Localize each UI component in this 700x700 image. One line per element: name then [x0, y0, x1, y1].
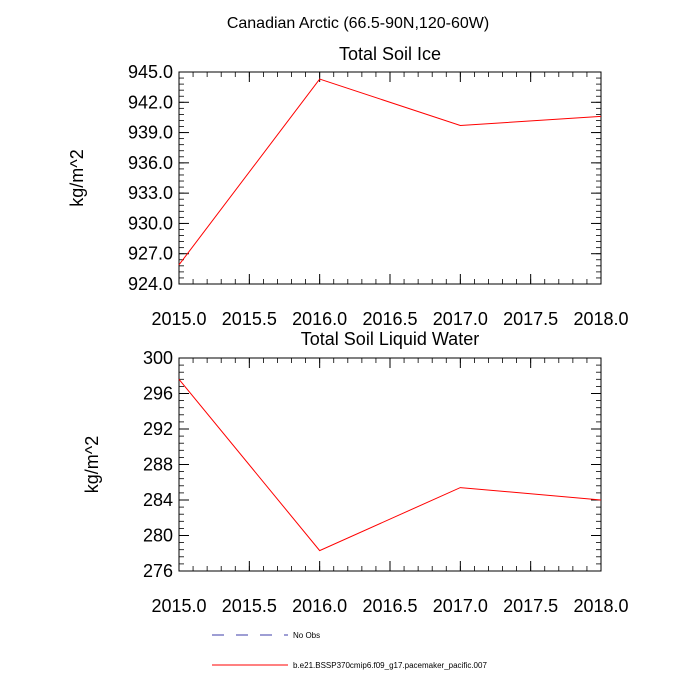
plot-frame: [178, 71, 602, 285]
y-tick-label: 939.0: [128, 123, 173, 143]
panel-1: Total Soil Ice kg/m^2 2015.0 2015.5 2016.0 20…: [67, 44, 629, 329]
figure-title: Canadian Arctic (66.5-90N,120-60W): [227, 15, 489, 32]
legend-label-1: No Obs: [293, 631, 320, 640]
x-tick-label: 2017.0: [433, 596, 488, 616]
plot-frame: [178, 357, 602, 572]
x-tick-label: 2016.5: [362, 596, 417, 616]
plots-group: Total Soil Ice kg/m^2 2015.0 2015.5 2016.0 20…: [67, 44, 629, 616]
x-tick-label: 2017.5: [503, 596, 558, 616]
y-tick-label: 280: [143, 526, 173, 546]
legend: No Obs b.e21.BSSP370cmip6.f09_g17.pacemak…: [212, 631, 487, 670]
y-tick-label: 942.0: [128, 92, 173, 112]
y-tick-label: 288: [143, 455, 173, 475]
y-tick-label: 933.0: [128, 183, 173, 203]
x-tick-label: 2016.0: [292, 596, 347, 616]
y-tick-label: 945.0: [128, 62, 173, 82]
x-tick-label: 2015.5: [222, 309, 277, 329]
chart-title: Total Soil Liquid Water: [301, 329, 479, 349]
chart-title: Total Soil Ice: [339, 44, 441, 64]
y-tick-label: 936.0: [128, 153, 173, 173]
y-tick-label: 927.0: [128, 244, 173, 264]
series-line: [178, 378, 602, 552]
x-tick-label: 2015.5: [222, 596, 277, 616]
panel-2: Total Soil Liquid Water kg/m^2 2015.0 2015.…: [82, 329, 629, 616]
y-tick-label: 300: [143, 348, 173, 368]
y-axis-label: kg/m^2: [82, 436, 102, 493]
y-tick-label: 284: [143, 490, 173, 510]
series-line: [178, 78, 602, 266]
x-tick-label: 2018.0: [573, 309, 628, 329]
x-tick-label: 2016.0: [292, 309, 347, 329]
y-tick-label: 930.0: [128, 213, 173, 233]
y-tick-label: 296: [143, 384, 173, 404]
x-tick-label: 2018.0: [573, 596, 628, 616]
x-tick-label: 2015.0: [151, 309, 206, 329]
y-tick-label: 276: [143, 561, 173, 581]
y-tick-label: 292: [143, 419, 173, 439]
y-tick-label: 924.0: [128, 274, 173, 294]
x-tick-label: 2015.0: [151, 596, 206, 616]
x-tick-label: 2017.0: [433, 309, 488, 329]
x-tick-label: 2017.5: [503, 309, 558, 329]
y-axis-label: kg/m^2: [67, 149, 87, 206]
legend-label-2: b.e21.BSSP370cmip6.f09_g17.pacemaker_pac…: [293, 661, 487, 670]
x-tick-label: 2016.5: [362, 309, 417, 329]
